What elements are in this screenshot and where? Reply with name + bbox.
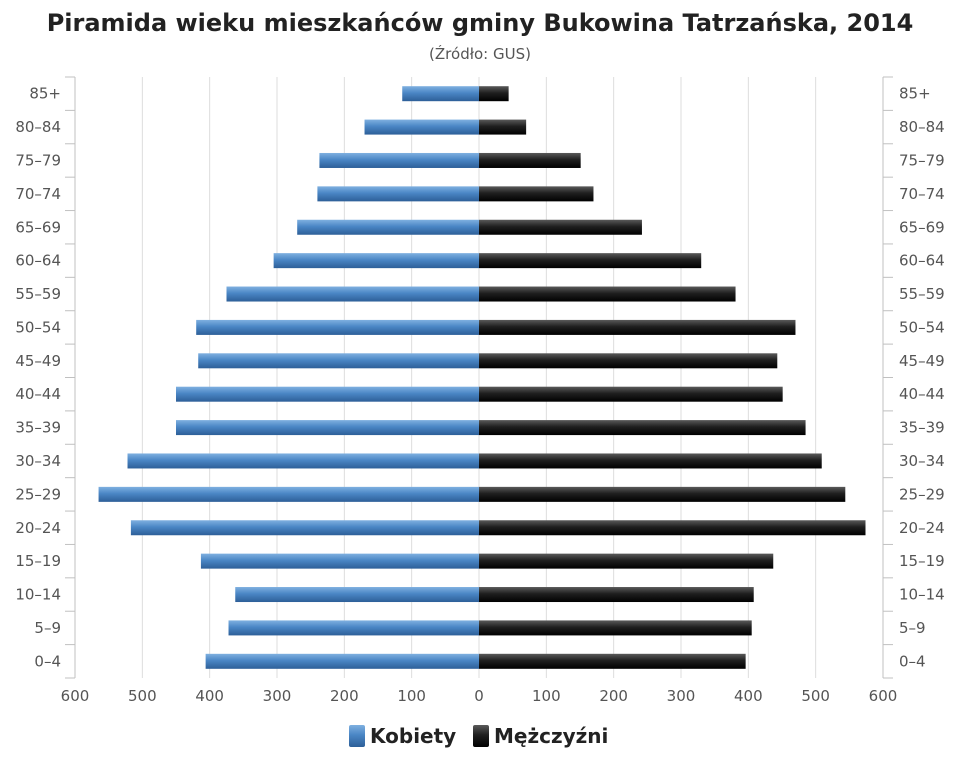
bar-mezczyzni[interactable] (479, 620, 752, 636)
x-tick-label: 500 (801, 687, 830, 705)
bar-mezczyzni[interactable] (479, 286, 736, 302)
category-label-left: 30–34 (15, 452, 61, 470)
bar-kobiety[interactable] (200, 553, 479, 569)
category-label-left: 50–54 (15, 318, 61, 336)
category-label-left: 0–4 (34, 652, 61, 670)
category-label-left: 45–49 (15, 352, 61, 370)
bar-kobiety[interactable] (317, 186, 479, 202)
bar-mezczyzni[interactable] (479, 353, 778, 369)
x-tick-label: 300 (263, 687, 292, 705)
legend-kobiety-label: Kobiety (370, 724, 456, 748)
category-label-right: 75–79 (899, 151, 945, 169)
x-tick-label: 400 (734, 687, 763, 705)
bar-kobiety[interactable] (226, 286, 480, 302)
category-label-right: 85+ (899, 85, 931, 103)
category-label-left: 70–74 (15, 185, 61, 203)
bar-kobiety[interactable] (98, 486, 480, 502)
bar-mezczyzni[interactable] (479, 186, 594, 202)
legend-item-kobiety[interactable]: Kobiety (349, 724, 456, 748)
chart-subtitle: (Źródło: GUS) (429, 44, 531, 63)
category-label-right: 30–34 (899, 452, 945, 470)
category-label-right: 15–19 (899, 552, 945, 570)
category-label-right: 0–4 (899, 652, 926, 670)
category-label-right: 40–44 (899, 385, 945, 403)
bar-mezczyzni[interactable] (479, 553, 774, 569)
x-tick-label: 100 (532, 687, 561, 705)
category-label-right: 25–29 (899, 485, 945, 503)
label-layer: 600 500 400 300 200 100 0 100 200 300 400 500 600 85+… (15, 85, 944, 705)
legend-mezczyzni-label: Mężczyźni (494, 724, 608, 748)
category-label-right: 60–64 (899, 252, 945, 270)
category-label-left: 60–64 (15, 252, 61, 270)
x-tick-label: 200 (599, 687, 628, 705)
category-label-right: 35–39 (899, 419, 945, 437)
category-label-left: 65–69 (15, 218, 61, 236)
bar-mezczyzni[interactable] (479, 253, 702, 269)
x-tick-label: 500 (128, 687, 157, 705)
category-label-right: 80–84 (899, 118, 945, 136)
bar-kobiety[interactable] (176, 420, 479, 436)
category-label-left: 35–39 (15, 419, 61, 437)
bar-mezczyzni[interactable] (479, 653, 746, 669)
category-label-left: 5–9 (34, 619, 61, 637)
category-label-left: 15–19 (15, 552, 61, 570)
category-label-left: 20–24 (15, 519, 61, 537)
bar-mezczyzni[interactable] (479, 119, 527, 135)
legend-kobiety-swatch (349, 725, 365, 747)
bar-mezczyzni[interactable] (479, 319, 796, 335)
bar-mezczyzni[interactable] (479, 219, 642, 235)
category-label-left: 10–14 (15, 586, 61, 604)
bar-kobiety[interactable] (235, 587, 479, 603)
category-label-left: 25–29 (15, 485, 61, 503)
category-label-left: 55–59 (15, 285, 61, 303)
category-label-right: 20–24 (899, 519, 945, 537)
category-label-left: 85+ (29, 85, 61, 103)
category-label-right: 65–69 (899, 218, 945, 236)
axis-layer (65, 76, 893, 679)
bar-kobiety[interactable] (297, 219, 479, 235)
bar-kobiety[interactable] (364, 119, 479, 135)
bar-kobiety[interactable] (130, 520, 480, 536)
x-tick-label: 300 (667, 687, 696, 705)
category-label-right: 10–14 (899, 586, 945, 604)
legend-item-mezczyzni[interactable]: Mężczyźni (473, 724, 608, 748)
category-label-left: 40–44 (15, 385, 61, 403)
bar-kobiety[interactable] (319, 152, 479, 168)
bar-mezczyzni[interactable] (479, 386, 783, 402)
bar-mezczyzni[interactable] (479, 587, 754, 603)
category-label-right: 55–59 (899, 285, 945, 303)
bar-mezczyzni[interactable] (479, 486, 846, 502)
bar-mezczyzni[interactable] (479, 86, 509, 102)
x-tick-label: 400 (195, 687, 224, 705)
bar-mezczyzni[interactable] (479, 453, 822, 469)
bar-kobiety[interactable] (127, 453, 480, 469)
bar-mezczyzni[interactable] (479, 520, 866, 536)
bar-kobiety[interactable] (228, 620, 479, 636)
bar-kobiety[interactable] (273, 253, 479, 269)
bar-mezczyzni[interactable] (479, 420, 806, 436)
bar-kobiety[interactable] (402, 86, 479, 102)
bar-kobiety[interactable] (205, 653, 480, 669)
category-label-right: 5–9 (899, 619, 926, 637)
legend: Kobiety Mężczyźni (349, 724, 608, 748)
category-label-left: 75–79 (15, 151, 61, 169)
category-label-left: 80–84 (15, 118, 61, 136)
bar-kobiety[interactable] (176, 386, 479, 402)
x-tick-label: 100 (397, 687, 426, 705)
x-tick-label: 600 (61, 687, 90, 705)
category-label-right: 70–74 (899, 185, 945, 203)
legend-mezczyzni-swatch (473, 725, 489, 747)
bar-kobiety[interactable] (198, 353, 479, 369)
x-tick-label: 200 (330, 687, 359, 705)
bar-mezczyzni[interactable] (479, 152, 581, 168)
x-tick-label: 0 (474, 687, 484, 705)
chart-title: Piramida wieku mieszkańców gminy Bukowin… (47, 9, 914, 37)
x-tick-label: 600 (869, 687, 898, 705)
category-label-right: 50–54 (899, 318, 945, 336)
category-label-right: 45–49 (899, 352, 945, 370)
bar-kobiety[interactable] (196, 319, 479, 335)
bar-layer (98, 86, 866, 669)
